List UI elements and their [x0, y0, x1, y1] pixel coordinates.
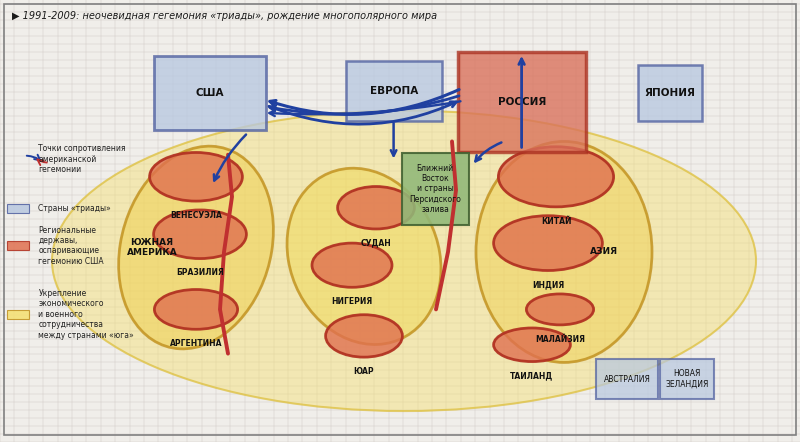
- Text: АРГЕНТИНА: АРГЕНТИНА: [170, 339, 222, 348]
- Text: КИТАЙ: КИТАЙ: [541, 217, 571, 225]
- Text: Точки сопротивления
американской
гегемонии: Точки сопротивления американской гегемон…: [38, 144, 126, 174]
- Ellipse shape: [494, 216, 602, 271]
- Ellipse shape: [150, 152, 242, 201]
- Ellipse shape: [476, 141, 652, 362]
- Ellipse shape: [526, 294, 594, 325]
- Text: ЕВРОПА: ЕВРОПА: [370, 86, 418, 95]
- Text: МАЛАЙЗИЯ: МАЛАЙЗИЯ: [535, 335, 585, 343]
- Text: Ближний
Восток
и страны
Персидского
залива: Ближний Восток и страны Персидского зали…: [410, 164, 461, 214]
- FancyBboxPatch shape: [154, 56, 266, 130]
- Ellipse shape: [326, 315, 402, 357]
- Ellipse shape: [154, 290, 238, 329]
- FancyBboxPatch shape: [402, 153, 469, 225]
- Text: ▶ 1991-2009: неочевидная гегемония «триады», рождение многополярного мира: ▶ 1991-2009: неочевидная гегемония «триа…: [12, 11, 437, 21]
- Text: НИГЕРИЯ: НИГЕРИЯ: [331, 297, 373, 306]
- FancyBboxPatch shape: [7, 204, 29, 213]
- Text: НОВАЯ
ЗЕЛАНДИЯ: НОВАЯ ЗЕЛАНДИЯ: [666, 370, 709, 389]
- FancyBboxPatch shape: [346, 61, 442, 121]
- Text: ЯПОНИЯ: ЯПОНИЯ: [645, 88, 695, 98]
- Text: Региональные
державы,
оспаривающие
гегемонию США: Региональные державы, оспаривающие гегем…: [38, 226, 104, 266]
- Text: ТАИЛАНД: ТАИЛАНД: [510, 371, 554, 380]
- Text: Укрепление
экономического
и военного
сотрудничества
между странами «юга»: Укрепление экономического и военного сот…: [38, 289, 134, 339]
- Ellipse shape: [52, 110, 756, 411]
- FancyBboxPatch shape: [458, 52, 586, 152]
- Ellipse shape: [287, 168, 441, 344]
- Text: США: США: [196, 88, 224, 98]
- Text: РОССИЯ: РОССИЯ: [498, 97, 546, 107]
- Text: БРАЗИЛИЯ: БРАЗИЛИЯ: [176, 268, 224, 277]
- Text: ВЕНЕСУЭЛА: ВЕНЕСУЭЛА: [170, 211, 222, 220]
- Ellipse shape: [498, 147, 614, 207]
- FancyBboxPatch shape: [638, 65, 702, 121]
- Text: АВСТРАЛИЯ: АВСТРАЛИЯ: [604, 374, 650, 384]
- Text: АЗИЯ: АЗИЯ: [590, 248, 618, 256]
- Text: СУДАН: СУДАН: [361, 239, 391, 248]
- Text: ИНДИЯ: ИНДИЯ: [532, 280, 564, 289]
- FancyBboxPatch shape: [596, 359, 658, 399]
- Text: ЮАР: ЮАР: [354, 367, 374, 376]
- Ellipse shape: [338, 187, 414, 229]
- FancyBboxPatch shape: [7, 310, 29, 319]
- Text: ЮЖНАЯ
АМЕРИКА: ЮЖНАЯ АМЕРИКА: [126, 238, 178, 257]
- Text: Страны «триады»: Страны «триады»: [38, 204, 111, 213]
- Ellipse shape: [494, 328, 570, 362]
- Ellipse shape: [154, 210, 246, 259]
- FancyBboxPatch shape: [660, 359, 714, 399]
- Ellipse shape: [118, 146, 274, 349]
- Ellipse shape: [312, 243, 392, 287]
- FancyBboxPatch shape: [7, 241, 29, 250]
